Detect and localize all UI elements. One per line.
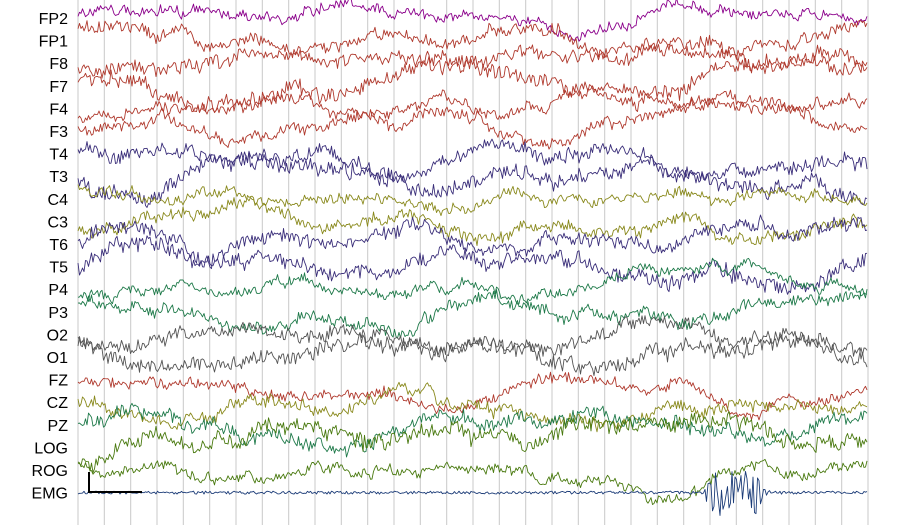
trace-c3 [77,195,868,246]
trace-f7 [77,44,868,113]
trace-t6 [77,214,868,267]
trace-t4 [77,138,868,188]
eeg-traces [77,0,868,516]
trace-pz [77,402,868,458]
channel-label-t6: T6 [49,237,68,254]
trace-f3 [77,89,868,150]
channel-labels: FP2 FP1 F8 F7 F4 F3 T4 T3 C4 C3 T6 T5 P4 P3 O2 O1 FZ CZ PZ… [32,11,69,503]
channel-label-t3: T3 [49,169,68,186]
trace-p4 [77,257,868,305]
channel-label-c4: C4 [48,192,69,209]
trace-f8 [77,34,868,79]
channel-label-pz: PZ [48,418,69,435]
channel-label-cz: CZ [47,395,69,412]
channel-label-fp1: FP1 [39,34,68,51]
trace-fp2 [77,0,868,42]
channel-label-o2: O2 [47,327,68,344]
channel-label-fp2: FP2 [39,11,68,28]
trace-t5 [77,235,868,295]
trace-c4 [77,184,868,217]
channel-label-emg: EMG [32,486,68,503]
trace-t3 [77,148,868,208]
channel-label-f7: F7 [49,79,68,96]
trace-rog [77,458,868,505]
trace-p3 [77,288,868,339]
channel-label-t5: T5 [49,260,68,277]
trace-fp1 [77,20,868,60]
trace-o1 [77,331,868,377]
trace-log [77,411,868,473]
trace-fz [77,371,868,421]
trace-cz [77,381,868,433]
channel-label-rog: ROG [32,463,68,480]
trace-emg [77,470,868,516]
channel-label-c3: C3 [48,214,69,231]
channel-label-f8: F8 [49,56,68,73]
channel-label-p3: P3 [48,305,68,322]
channel-label-f4: F4 [49,101,68,118]
channel-label-t4: T4 [49,147,68,164]
trace-f4 [77,82,868,123]
channel-label-fz: FZ [48,373,68,390]
channel-label-log: LOG [34,440,68,457]
channel-label-o1: O1 [47,350,68,367]
channel-label-p4: P4 [48,282,68,299]
channel-label-f3: F3 [49,124,68,141]
scale-bar [88,472,142,493]
